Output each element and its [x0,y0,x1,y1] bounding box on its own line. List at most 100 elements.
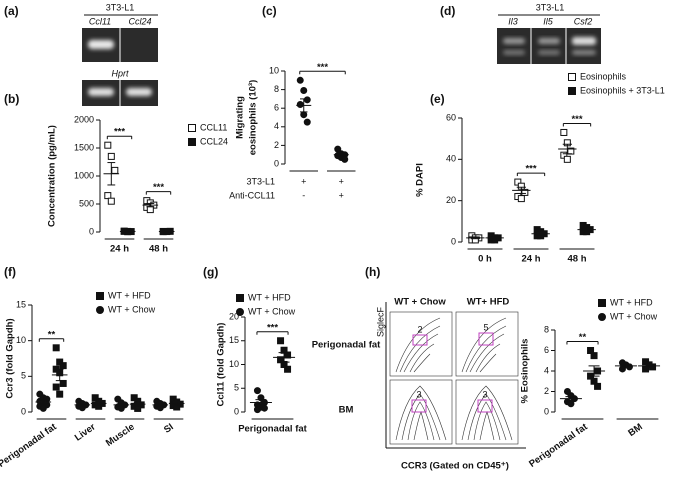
sig-label: *** [153,182,164,193]
x-tick-label: Perigonadal fat [238,424,307,435]
y-tick-label: 2 [274,140,279,150]
data-point [59,362,67,370]
x-tick-label: Perigonadal fat [527,421,590,470]
sig-label: *** [317,62,328,73]
y-tick-label: 8 [274,84,279,94]
gel-band [126,88,152,96]
y-tick-label: 15 [229,335,239,345]
flow-gates [411,332,494,413]
y-axis-label: % DAPI [415,163,426,197]
panel-label: (f) [4,265,16,279]
legend-label: WT + HFD [108,290,151,300]
y-tick-label: 20 [446,195,456,205]
x-tick-label: 48 h [567,254,586,265]
lane-label: Ccl24 [128,16,151,26]
data-point [296,100,304,108]
gate-value: 5 [483,322,488,332]
legend-label: WT + Chow [248,306,296,316]
y-tick-label: 5 [234,383,239,393]
condition-value: - [302,190,305,200]
y-axis-label: eosinophils (10³) [248,80,259,155]
legend-marker [236,294,244,302]
flow-plots [389,311,519,445]
x-tick-label: Muscle [104,422,137,449]
gel [497,28,601,64]
flow-row-title: BM [339,405,354,416]
x-tick-label: 48 h [149,244,168,255]
panel-label: (d) [440,4,455,18]
y-axis-label: Concentration (pg/mL) [47,125,58,227]
x-tick-label: Perigonadal fat [0,421,59,470]
flow-y-label: SiglecF [375,306,385,337]
y-tick-label: 0 [274,158,279,168]
y-tick-label: 500 [79,198,94,208]
y-tick-label: 0 [21,406,26,416]
flow-x-label: CCR3 (Gated on CD45⁺) [401,461,509,472]
data-point [296,76,304,84]
condition-value: + [301,176,306,186]
panel-label: (h) [365,265,380,279]
data-point [253,406,261,414]
data-point [146,206,154,214]
panel-label: (c) [262,4,277,18]
gel-band [538,50,560,55]
gel-band [572,37,596,45]
y-tick-label: 0 [89,226,94,236]
legend-marker [568,87,576,95]
sig-label: *** [267,322,278,333]
sig-label: ** [48,329,56,340]
panel-label: (a) [4,4,19,18]
legend-label: CCL11 [200,122,227,132]
y-tick-label: 6 [544,345,549,355]
condition-label: Anti-CCL11 [229,190,275,200]
gel-band [538,38,560,44]
data-point [567,400,575,408]
sig-label: *** [114,127,125,138]
lane-label: Il5 [543,16,554,26]
y-tick-label: 10 [229,359,239,369]
y-tick-label: 1500 [74,142,94,152]
legend-label: WT + HFD [248,292,291,302]
data-point [334,145,342,153]
legend-marker [188,138,196,146]
lane-label: Ccl11 [89,16,111,26]
y-tick-label: 40 [446,154,456,164]
data-point [111,166,119,174]
data-point [59,379,67,387]
y-tick-label: 10 [16,335,26,345]
data-point [563,155,571,163]
flow-row-title: Perigonadal fat [312,340,381,351]
legend-label: Eosinophils [580,71,627,81]
legend-label: Eosinophils + 3T3-L1 [580,85,665,95]
data-point [253,387,261,395]
x-tick-label: 24 h [521,254,540,265]
legend-label: CCL24 [200,136,228,146]
y-axis-label: Migrating [235,96,246,139]
y-tick-label: 4 [544,365,549,375]
gel-title: 3T3-L1 [536,2,565,12]
x-tick-label: 24 h [110,244,129,255]
condition-value: + [339,176,344,186]
y-tick-label: 60 [446,112,456,122]
data-point [107,152,115,160]
y-axis-label: Ccr3 (fold Gapdh) [5,318,16,398]
lane-label: Il3 [508,16,518,26]
data-point [260,404,268,412]
legend-label: WT + Chow [610,311,658,321]
legend-label: WT + Chow [108,304,156,314]
data-point [618,365,626,373]
x-tick-label: 0 h [478,254,492,265]
condition-label: 3T3-L1 [246,176,275,186]
legend-marker [598,313,606,321]
y-tick-label: 8 [544,324,549,334]
condition-value: + [339,190,344,200]
data-point [642,365,650,373]
panel-label: (b) [4,92,19,106]
data-point [300,87,308,95]
gel-band [503,50,525,55]
x-tick-label: Liver [73,421,98,443]
data-point [341,155,349,163]
gel-d: 3T3-L1 Il3 Il5 Csf2 [497,2,601,64]
y-tick-label: 0 [544,406,549,416]
